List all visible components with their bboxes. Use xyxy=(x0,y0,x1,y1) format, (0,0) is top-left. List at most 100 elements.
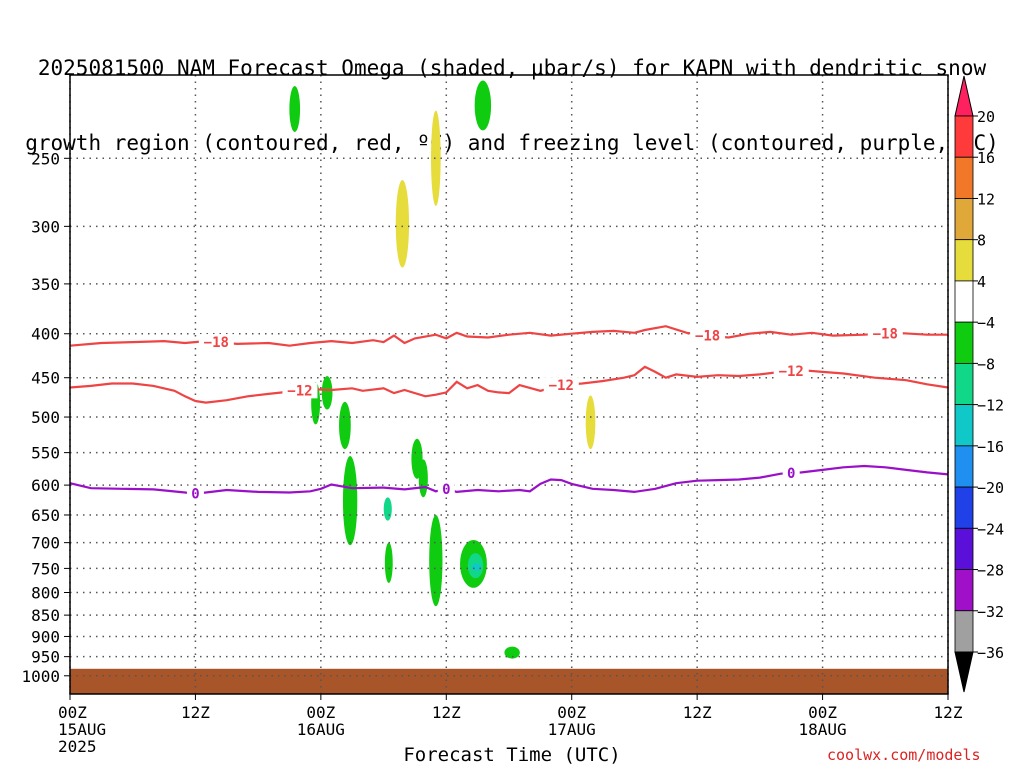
colorbar-seg-2 xyxy=(954,198,974,241)
colorbar-label-8: −16 xyxy=(977,438,1004,456)
colorbar-seg-1 xyxy=(954,156,974,199)
x-tick-24-1: 16AUG xyxy=(297,720,345,739)
y-tick-950: 950 xyxy=(31,648,60,667)
y-tick-550: 550 xyxy=(31,444,60,463)
contour-lines: −18 −18 −18 −12 −12 −12 0 0 0 xyxy=(69,325,949,503)
y-tick-500: 500 xyxy=(31,408,60,427)
contour-label-bg-0-1 xyxy=(690,327,726,344)
y-tick-300: 300 xyxy=(31,217,60,236)
contour-label-2-0: 0 xyxy=(191,487,199,503)
chart-title: 2025081500 NAM Forecast Omega (shaded, μ… xyxy=(0,6,1024,181)
y-tick-850: 850 xyxy=(31,606,60,625)
omega-blob-9 xyxy=(418,459,428,498)
colorbar-label-4: 4 xyxy=(977,273,986,291)
title-line-1: 2025081500 NAM Forecast Omega (shaded, μ… xyxy=(37,56,987,80)
contour-label-2-1: 0 xyxy=(442,482,450,498)
contour-label-bg-1-0 xyxy=(282,382,318,399)
colorbar-label-3: 8 xyxy=(977,232,986,250)
x-tick-0-1: 15AUG xyxy=(58,720,106,739)
x-tick-12-0: 12Z xyxy=(181,703,210,722)
x-tick-72-1: 18AUG xyxy=(798,720,846,739)
omega-blob-2 xyxy=(395,180,410,268)
contour-label-bg-2-1 xyxy=(437,480,455,497)
y-tick-250: 250 xyxy=(31,149,60,168)
colorbar-label-0: 20 xyxy=(977,108,995,126)
y-tick-900: 900 xyxy=(31,627,60,646)
omega-blob-13 xyxy=(384,542,393,584)
colorbar-label-9: −20 xyxy=(977,479,1004,497)
colorbar-seg-0 xyxy=(954,115,974,158)
y-tick-450: 450 xyxy=(31,369,60,388)
y-tick-750: 750 xyxy=(31,559,60,578)
colorbar-label-7: −12 xyxy=(977,397,1004,415)
terrain-fill xyxy=(70,668,948,694)
colorbar-seg-6 xyxy=(954,362,974,406)
colorbar-seg-10 xyxy=(954,527,974,570)
omega-blob-3 xyxy=(431,110,441,206)
colorbar-seg-3 xyxy=(954,239,974,282)
plot-border xyxy=(69,74,949,695)
x-tick-36-0: 12Z xyxy=(432,703,461,722)
omega-blob-12 xyxy=(383,497,392,521)
colorbar-top-arrow xyxy=(954,75,974,117)
x-tick-84-0: 12Z xyxy=(934,703,963,722)
y-tick-700: 700 xyxy=(31,534,60,553)
contour-label-bg-1-1 xyxy=(543,377,579,394)
colorbar-seg-9 xyxy=(954,486,974,529)
colorbar-seg-8 xyxy=(954,445,974,488)
colorbar-label-12: −32 xyxy=(977,603,1004,621)
grid-lines xyxy=(69,75,949,694)
x-axis-title: Forecast Time (UTC) xyxy=(403,744,621,766)
x-tick-48-1: 17AUG xyxy=(548,720,596,739)
omega-blob-16 xyxy=(471,563,482,571)
colorbar-seg-5 xyxy=(954,321,974,364)
colorbar-label-11: −28 xyxy=(977,562,1004,580)
contour-label-1-2: −12 xyxy=(779,364,804,380)
omega-blob-0 xyxy=(474,80,492,131)
contour-label-bg-2-2 xyxy=(782,465,800,482)
omega-blob-1 xyxy=(289,86,301,133)
y-tick-350: 350 xyxy=(31,275,60,294)
x-tick-24-0: 00Z xyxy=(306,703,335,722)
y-tick-650: 650 xyxy=(31,506,60,525)
colorbar-label-5: −4 xyxy=(977,314,995,332)
colorbar-seg-12 xyxy=(954,610,974,653)
colorbar-seg-4 xyxy=(954,280,974,323)
contour-label-bg-0-0 xyxy=(198,334,234,351)
y-tick-1000: 1000 xyxy=(21,667,60,686)
colorbar-bottom-arrow xyxy=(954,651,974,693)
colorbar: 20 16 12 8 4 −4 −8 −12 −16 −20 −24 −28 −32 −36 xyxy=(954,75,1004,693)
omega-blob-17 xyxy=(504,646,520,659)
colorbar-seg-11 xyxy=(954,569,974,612)
x-tick-60-0: 12Z xyxy=(683,703,712,722)
y-tick-400: 400 xyxy=(31,325,60,344)
x-tick-48-0: 00Z xyxy=(557,703,586,722)
omega-blob-8 xyxy=(339,401,351,450)
omega-blob-4 xyxy=(585,395,596,450)
y-axis-ticks: 250 300 350 400 450 500 550 600 650 700 750 800 850 9… xyxy=(21,149,70,686)
y-tick-800: 800 xyxy=(31,583,60,602)
x-tick-0-2: 2025 xyxy=(58,737,97,756)
contour-label-bg-2-0 xyxy=(186,485,204,502)
omega-blob-7 xyxy=(321,376,333,410)
contour-label-0-1: −18 xyxy=(695,329,720,345)
x-tick-0-0: 00Z xyxy=(58,703,87,722)
contour-label-0-0: −18 xyxy=(204,335,229,351)
contour-0 xyxy=(69,325,948,347)
x-tick-72-0: 00Z xyxy=(808,703,837,722)
omega-blob-11 xyxy=(429,514,443,607)
contour-label-0-2: −18 xyxy=(873,326,898,342)
contour-label-1-1: −12 xyxy=(549,378,574,394)
colorbar-label-1: 16 xyxy=(977,149,995,167)
colorbar-seg-7 xyxy=(954,404,974,447)
colorbar-label-13: −36 xyxy=(977,644,1004,662)
contour-label-2-2: 0 xyxy=(787,466,795,482)
contour-label-bg-1-2 xyxy=(773,363,809,380)
omega-blob-10 xyxy=(342,455,358,546)
contour-1 xyxy=(69,365,949,404)
contour-label-1-0: −12 xyxy=(287,383,312,399)
colorbar-label-10: −24 xyxy=(977,520,1004,538)
y-tick-600: 600 xyxy=(31,476,60,495)
